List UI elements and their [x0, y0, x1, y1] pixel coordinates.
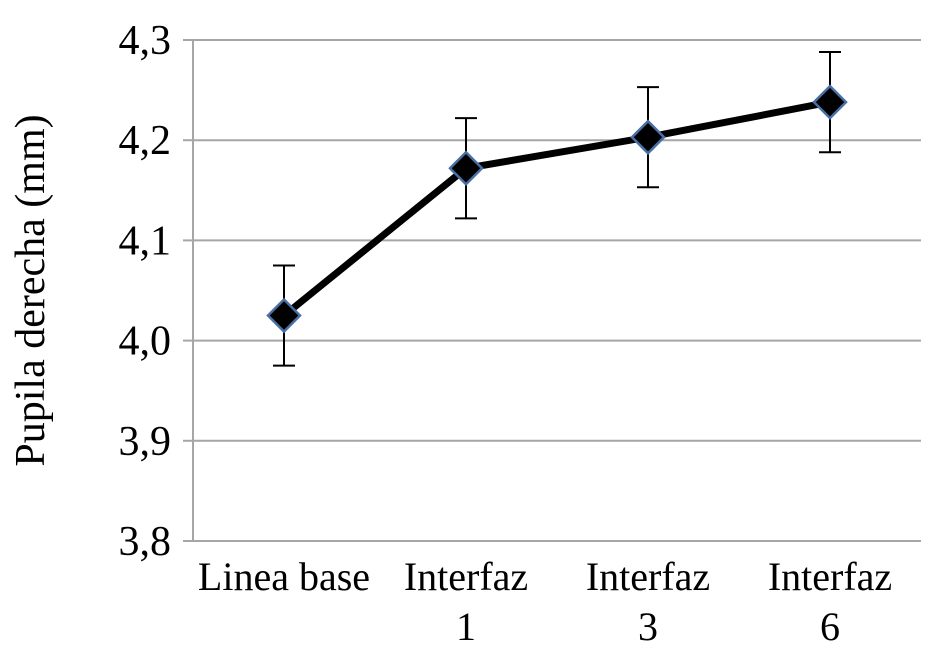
y-tick-label: 4,2 [119, 118, 172, 164]
x-category-label: 1 [456, 604, 476, 649]
data-point-marker [630, 119, 666, 155]
axes [183, 39, 921, 542]
y-tick-label: 4,0 [119, 319, 172, 365]
data-point-marker [266, 297, 302, 334]
x-category-label: 6 [820, 604, 840, 649]
y-axis-title: Pupila derecha (mm) [8, 114, 54, 466]
series-line-group [280, 98, 834, 320]
y-tick-labels: 3,8 3,9 4,0 4,1 4,2 4,3 [119, 18, 172, 565]
y-tick-label: 3,8 [119, 519, 172, 565]
y-tick-label: 3,9 [119, 419, 172, 465]
x-category-label: Interfaz [404, 554, 528, 599]
x-category-label: Linea base [198, 554, 370, 599]
x-category-label: Interfaz [768, 554, 892, 599]
x-category-label: 3 [638, 604, 658, 649]
x-category-label: Interfaz [586, 554, 710, 599]
data-markers [266, 84, 848, 334]
series-line [280, 98, 834, 320]
x-category-labels: Linea base Interfaz 1 Interfaz 3 Interfaz 6 [198, 554, 892, 649]
data-point-marker [812, 84, 848, 120]
gridlines [193, 39, 921, 442]
error-bars [273, 51, 841, 367]
data-point-marker [448, 150, 484, 187]
y-tick-label: 4,3 [119, 18, 172, 64]
y-tick-label: 4,1 [119, 218, 172, 264]
